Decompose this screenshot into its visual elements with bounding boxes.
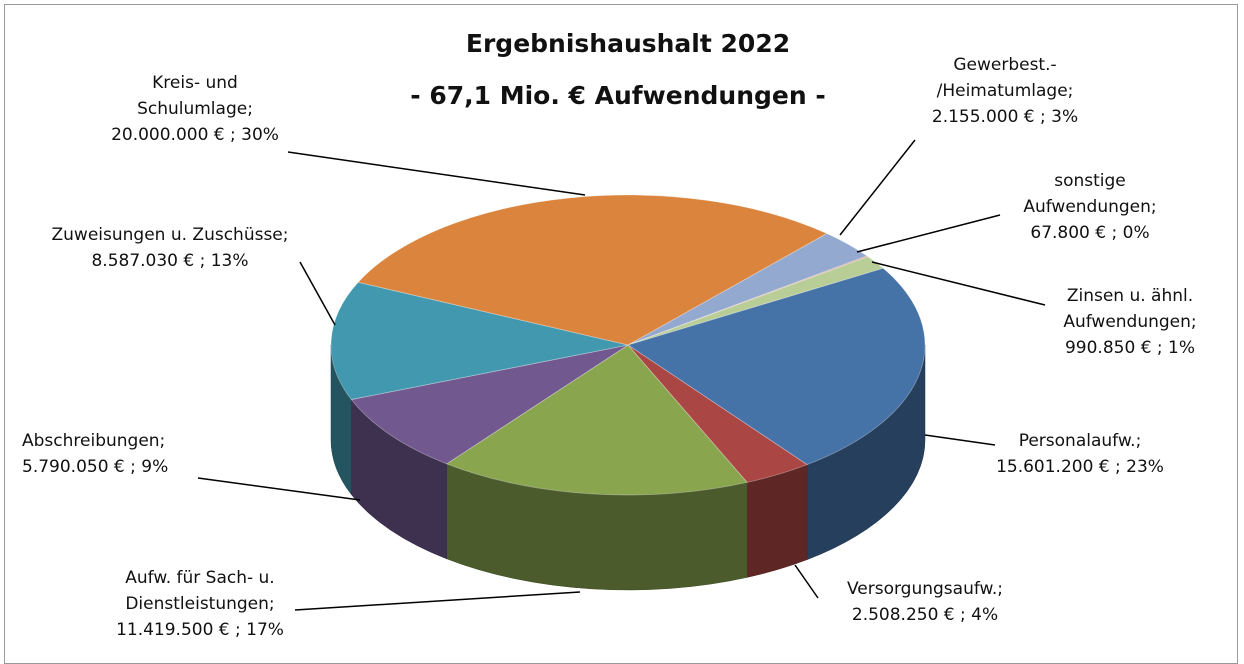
leader-line	[794, 564, 819, 599]
value-label: 990.850 € ; 1%	[1064, 338, 1196, 358]
data-label: Versorgungsaufw.; 2.508.250 € ; 4%	[825, 576, 1025, 628]
data-label: Personalaufw.; 15.601.200 € ; 23%	[985, 428, 1175, 480]
category-name: Versorgungsaufw.;	[846, 579, 1004, 599]
value-label: 15.601.200 € ; 23%	[996, 457, 1164, 477]
slice	[627, 255, 869, 346]
leader-line	[839, 139, 916, 236]
slice	[627, 233, 868, 346]
data-label: Aufw. für Sach- u. Dienstleistungen; 11.4…	[95, 565, 305, 643]
slice	[330, 281, 629, 400]
category-name: Zuweisungen u. Zuschüsse;	[51, 225, 289, 245]
slice	[627, 267, 926, 466]
value-label: 2.508.250 € ; 4%	[851, 605, 999, 625]
category-name: Gewerbest.- /Heimatumlage;	[936, 55, 1074, 101]
data-label: Abschreibungen; 5.790.050 € ; 9%	[22, 428, 222, 480]
pie-sides	[330, 344, 926, 591]
chart-subtitle: - 67,1 Mio. € Aufwendungen -	[410, 81, 825, 110]
pie-tops	[330, 194, 926, 496]
category-name: Kreis- und Schulumlage;	[137, 73, 253, 119]
leader-line	[299, 261, 336, 326]
category-name: sonstige Aufwendungen;	[1023, 171, 1157, 217]
slice	[445, 344, 748, 496]
data-label: sonstige Aufwendungen; 67.800 € ; 0%	[1005, 168, 1175, 246]
leader-line	[287, 151, 586, 196]
leader-line	[871, 261, 1046, 306]
category-name: Aufw. für Sach- u. Dienstleistungen;	[125, 568, 275, 614]
category-name: Zinsen u. ähnl. Aufwendungen;	[1063, 286, 1197, 332]
chart-title: Ergebnishaushalt 2022	[466, 29, 790, 58]
category-name: Abschreibungen;	[22, 431, 166, 451]
slice	[627, 344, 808, 483]
value-label: 5.790.050 € ; 9%	[22, 457, 169, 477]
slice-side	[746, 464, 808, 578]
data-label: Zuweisungen u. Zuschüsse; 8.587.030 € ; 1…	[20, 222, 320, 274]
value-label: 8.587.030 € ; 13%	[91, 251, 249, 271]
leader-line	[856, 214, 1001, 253]
slice	[350, 344, 629, 465]
value-label: 11.419.500 € ; 17%	[116, 620, 284, 640]
slice	[357, 194, 828, 346]
data-label: Kreis- und Schulumlage; 20.000.000 € ; 30…	[85, 70, 305, 148]
value-label: 20.000.000 € ; 30%	[111, 125, 279, 145]
value-label: 67.800 € ; 0%	[1030, 223, 1150, 243]
data-label: Gewerbest.- /Heimatumlage; 2.155.000 € ; …	[925, 52, 1085, 130]
data-label: Zinsen u. ähnl. Aufwendungen; 990.850 € ;…	[1040, 283, 1220, 361]
leader-line	[197, 477, 361, 501]
category-name: Personalaufw.;	[1018, 431, 1142, 451]
leader-line	[294, 591, 581, 611]
value-label: 2.155.000 € ; 3%	[931, 107, 1079, 127]
leader-line	[924, 434, 996, 446]
